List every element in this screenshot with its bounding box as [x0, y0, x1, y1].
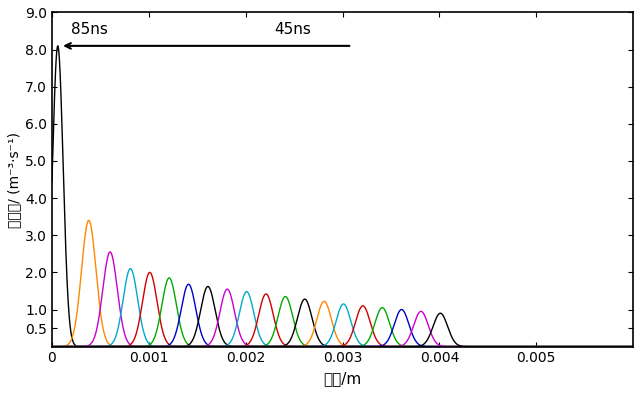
Text: 45ns: 45ns: [275, 22, 312, 37]
Y-axis label: 光通量/ (m⁻³·s⁻¹): 光通量/ (m⁻³·s⁻¹): [7, 132, 21, 228]
X-axis label: 弧长/m: 弧长/m: [323, 371, 362, 386]
Text: 85ns: 85ns: [71, 22, 108, 37]
